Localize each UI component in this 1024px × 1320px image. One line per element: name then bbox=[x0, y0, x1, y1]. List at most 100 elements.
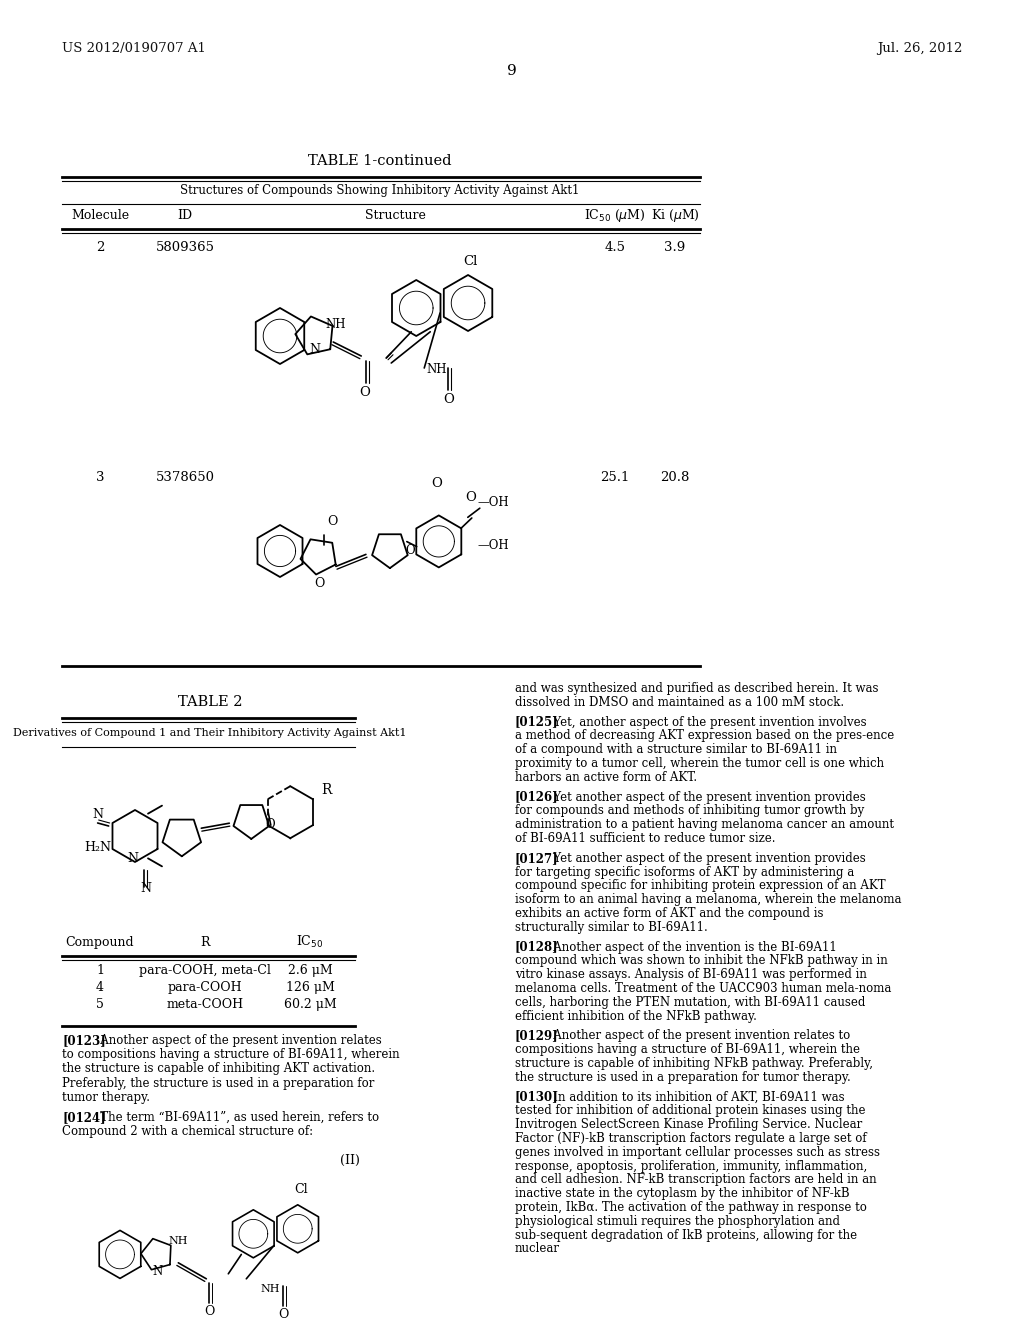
Text: 9: 9 bbox=[507, 63, 517, 78]
Text: O: O bbox=[314, 577, 325, 590]
Text: US 2012/0190707 A1: US 2012/0190707 A1 bbox=[62, 42, 206, 55]
Text: the structure is used in a preparation for tumor therapy.: the structure is used in a preparation f… bbox=[515, 1071, 851, 1084]
Text: O: O bbox=[358, 385, 370, 399]
Text: structure is capable of inhibiting NFkB pathway. Preferably,: structure is capable of inhibiting NFkB … bbox=[515, 1057, 873, 1071]
Text: isoform to an animal having a melanoma, wherein the melanoma: isoform to an animal having a melanoma, … bbox=[515, 894, 901, 907]
Text: [0125]: [0125] bbox=[515, 715, 559, 729]
Text: compositions having a structure of BI-69A11, wherein the: compositions having a structure of BI-69… bbox=[515, 1043, 860, 1056]
Text: inactive state in the cytoplasm by the inhibitor of NF-kB: inactive state in the cytoplasm by the i… bbox=[515, 1187, 850, 1200]
Text: efficient inhibition of the NFkB pathway.: efficient inhibition of the NFkB pathway… bbox=[515, 1010, 757, 1023]
Text: and cell adhesion. NF-kB transcription factors are held in an: and cell adhesion. NF-kB transcription f… bbox=[515, 1173, 877, 1187]
Text: Structure: Structure bbox=[365, 209, 425, 222]
Text: ID: ID bbox=[177, 209, 193, 222]
Text: —OH: —OH bbox=[478, 539, 509, 552]
Text: O: O bbox=[265, 818, 275, 832]
Text: O: O bbox=[406, 544, 415, 557]
Text: 126 μM: 126 μM bbox=[286, 981, 335, 994]
Text: 2.6 μM: 2.6 μM bbox=[288, 964, 333, 977]
Text: Ki ($\mu$M): Ki ($\mu$M) bbox=[650, 207, 699, 224]
Text: [0123]: [0123] bbox=[62, 1034, 105, 1047]
Text: 2: 2 bbox=[96, 242, 104, 253]
Text: N: N bbox=[309, 343, 321, 356]
Text: Jul. 26, 2012: Jul. 26, 2012 bbox=[877, 42, 962, 55]
Text: tumor therapy.: tumor therapy. bbox=[62, 1090, 150, 1104]
Text: The term “BI-69A11”, as used herein, refers to: The term “BI-69A11”, as used herein, ref… bbox=[88, 1111, 379, 1125]
Text: para-COOH: para-COOH bbox=[168, 981, 243, 994]
Text: Another aspect of the present invention relates to: Another aspect of the present invention … bbox=[542, 1030, 850, 1043]
Text: dissolved in DMSO and maintained as a 100 mM stock.: dissolved in DMSO and maintained as a 10… bbox=[515, 696, 844, 709]
Text: a method of decreasing AKT expression based on the pres-ence: a method of decreasing AKT expression ba… bbox=[515, 730, 894, 742]
Text: genes involved in important cellular processes such as stress: genes involved in important cellular pro… bbox=[515, 1146, 880, 1159]
Text: —OH: —OH bbox=[478, 496, 509, 510]
Text: NH: NH bbox=[426, 363, 446, 376]
Text: of a compound with a structure similar to BI-69A11 in: of a compound with a structure similar t… bbox=[515, 743, 837, 756]
Text: meta-COOH: meta-COOH bbox=[167, 998, 244, 1011]
Text: [0129]: [0129] bbox=[515, 1030, 559, 1043]
Text: NH: NH bbox=[168, 1236, 187, 1246]
Text: 5378650: 5378650 bbox=[156, 471, 214, 484]
Text: sub-sequent degradation of IkB proteins, allowing for the: sub-sequent degradation of IkB proteins,… bbox=[515, 1229, 857, 1242]
Text: O: O bbox=[431, 478, 441, 491]
Text: structurally similar to BI-69A11.: structurally similar to BI-69A11. bbox=[515, 921, 708, 933]
Text: Yet, another aspect of the present invention involves: Yet, another aspect of the present inven… bbox=[542, 715, 866, 729]
Text: administration to a patient having melanoma cancer an amount: administration to a patient having melan… bbox=[515, 818, 894, 832]
Text: IC$_{50}$ ($\mu$M): IC$_{50}$ ($\mu$M) bbox=[584, 207, 646, 224]
Text: 3: 3 bbox=[96, 471, 104, 484]
Text: nuclear: nuclear bbox=[515, 1242, 560, 1255]
Text: [0127]: [0127] bbox=[515, 851, 559, 865]
Text: tested for inhibition of additional protein kinases using the: tested for inhibition of additional prot… bbox=[515, 1105, 865, 1118]
Text: Cl: Cl bbox=[295, 1183, 308, 1196]
Text: In addition to its inhibition of AKT, BI-69A11 was: In addition to its inhibition of AKT, BI… bbox=[542, 1090, 844, 1104]
Text: H₂N: H₂N bbox=[85, 841, 112, 854]
Text: Invitrogen SelectScreen Kinase Profiling Service. Nuclear: Invitrogen SelectScreen Kinase Profiling… bbox=[515, 1118, 862, 1131]
Text: (II): (II) bbox=[340, 1155, 359, 1167]
Text: 3.9: 3.9 bbox=[665, 242, 686, 253]
Text: Another aspect of the invention is the BI-69A11: Another aspect of the invention is the B… bbox=[542, 941, 837, 953]
Text: NH: NH bbox=[326, 318, 346, 331]
Text: N: N bbox=[153, 1265, 163, 1278]
Text: Factor (NF)-kB transcription factors regulate a large set of: Factor (NF)-kB transcription factors reg… bbox=[515, 1133, 866, 1144]
Text: 5809365: 5809365 bbox=[156, 242, 214, 253]
Text: Structures of Compounds Showing Inhibitory Activity Against Akt1: Structures of Compounds Showing Inhibito… bbox=[180, 183, 580, 197]
Text: Preferably, the structure is used in a preparation for: Preferably, the structure is used in a p… bbox=[62, 1077, 375, 1089]
Text: 20.8: 20.8 bbox=[660, 471, 690, 484]
Text: O: O bbox=[442, 393, 454, 407]
Text: Molecule: Molecule bbox=[71, 209, 129, 222]
Text: response, apoptosis, proliferation, immunity, inflammation,: response, apoptosis, proliferation, immu… bbox=[515, 1159, 867, 1172]
Text: compound specific for inhibiting protein expression of an AKT: compound specific for inhibiting protein… bbox=[515, 879, 886, 892]
Text: exhibits an active form of AKT and the compound is: exhibits an active form of AKT and the c… bbox=[515, 907, 823, 920]
Text: IC$_{50}$: IC$_{50}$ bbox=[296, 935, 324, 950]
Text: Compound 2 with a chemical structure of:: Compound 2 with a chemical structure of: bbox=[62, 1125, 313, 1138]
Text: proximity to a tumor cell, wherein the tumor cell is one which: proximity to a tumor cell, wherein the t… bbox=[515, 756, 884, 770]
Text: O: O bbox=[279, 1308, 289, 1320]
Text: physiological stimuli requires the phosphorylation and: physiological stimuli requires the phosp… bbox=[515, 1214, 840, 1228]
Text: melanoma cells. Treatment of the UACC903 human mela-noma: melanoma cells. Treatment of the UACC903… bbox=[515, 982, 891, 995]
Text: [0124]: [0124] bbox=[62, 1111, 105, 1125]
Text: compound which was shown to inhibit the NFkB pathway in in: compound which was shown to inhibit the … bbox=[515, 954, 888, 968]
Text: R: R bbox=[201, 936, 210, 949]
Text: [0130]: [0130] bbox=[515, 1090, 559, 1104]
Text: Yet another aspect of the present invention provides: Yet another aspect of the present invent… bbox=[542, 851, 865, 865]
Text: and was synthesized and purified as described herein. It was: and was synthesized and purified as desc… bbox=[515, 682, 879, 696]
Text: harbors an active form of AKT.: harbors an active form of AKT. bbox=[515, 771, 697, 784]
Text: the structure is capable of inhibiting AKT activation.: the structure is capable of inhibiting A… bbox=[62, 1063, 375, 1076]
Text: R: R bbox=[322, 783, 332, 797]
Text: protein, IkBα. The activation of the pathway in response to: protein, IkBα. The activation of the pat… bbox=[515, 1201, 867, 1214]
Text: N: N bbox=[140, 882, 151, 895]
Text: Compound: Compound bbox=[66, 936, 134, 949]
Text: Cl: Cl bbox=[463, 255, 477, 268]
Text: TABLE 2: TABLE 2 bbox=[178, 696, 243, 709]
Text: 60.2 μM: 60.2 μM bbox=[284, 998, 336, 1011]
Text: O: O bbox=[327, 515, 337, 528]
Text: 25.1: 25.1 bbox=[600, 471, 630, 484]
Text: N: N bbox=[92, 808, 103, 821]
Text: para-COOH, meta-Cl: para-COOH, meta-Cl bbox=[139, 964, 271, 977]
Text: NH: NH bbox=[260, 1284, 280, 1294]
Text: N: N bbox=[127, 853, 138, 866]
Text: 4: 4 bbox=[96, 981, 104, 994]
Text: [0126]: [0126] bbox=[515, 791, 559, 804]
Text: cells, harboring the PTEN mutation, with BI-69A11 caused: cells, harboring the PTEN mutation, with… bbox=[515, 995, 865, 1008]
Text: of BI-69A11 sufficient to reduce tumor size.: of BI-69A11 sufficient to reduce tumor s… bbox=[515, 832, 775, 845]
Text: O: O bbox=[204, 1304, 214, 1317]
Text: to compositions having a structure of BI-69A11, wherein: to compositions having a structure of BI… bbox=[62, 1048, 399, 1061]
